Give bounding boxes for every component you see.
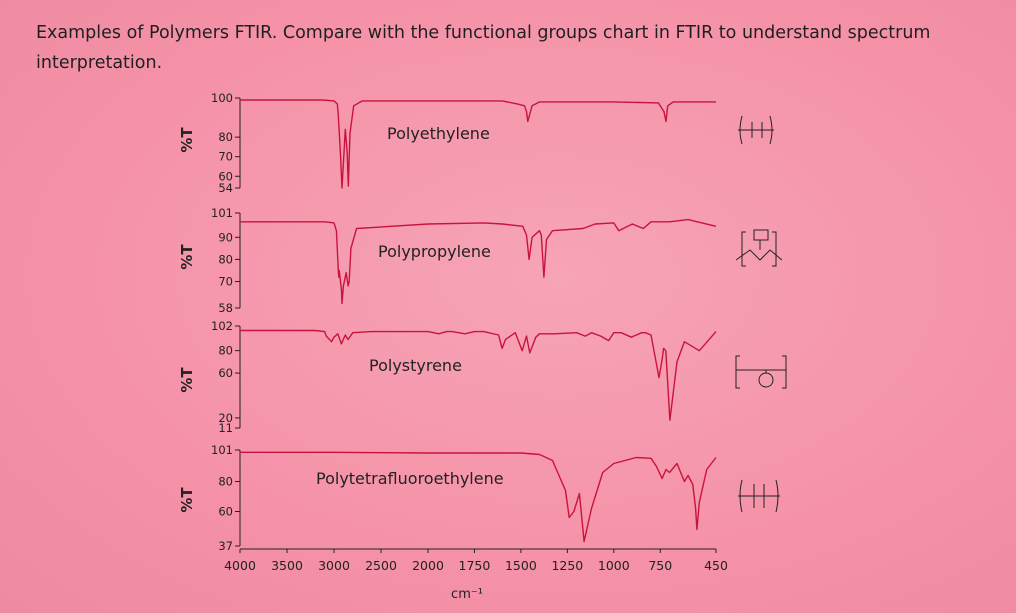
polymer-name-label: Polypropylene xyxy=(378,242,491,261)
y-tick-label: 60 xyxy=(218,169,233,183)
y-tick-label: 58 xyxy=(218,301,233,315)
spectrum-line-polypropylene xyxy=(240,218,717,305)
y-axis-title: %T xyxy=(178,127,196,153)
x-tick-label: 1250 xyxy=(551,558,583,573)
panel-2: 101 90 80 70 58 %T Polypropylene xyxy=(178,206,717,315)
y-tick-label: 90 xyxy=(218,230,233,244)
y-tick-label: 102 xyxy=(211,319,233,333)
polymer-name-label: Polystyrene xyxy=(369,356,462,375)
x-tick-label: 450 xyxy=(704,558,728,573)
x-axis-title: cm⁻¹ xyxy=(451,587,483,602)
x-tick-label: 3500 xyxy=(271,558,303,573)
x-tick-label: 750 xyxy=(648,558,672,573)
y-tick-label: 80 xyxy=(218,344,233,358)
x-tick-label: 2000 xyxy=(412,558,444,573)
x-tick-label: 2500 xyxy=(365,558,397,573)
y-tick-label: 80 xyxy=(218,475,233,489)
y-axis-title: %T xyxy=(178,367,196,393)
y-tick-label: 20 xyxy=(218,411,233,425)
spectrum-line-polyethylene xyxy=(240,99,716,189)
x-tick-label: 4000 xyxy=(224,558,256,573)
x-tick-label: 3000 xyxy=(318,558,350,573)
polymer-name-label: Polyethylene xyxy=(387,124,490,143)
spectrum-line-polytetrafluoroethylene xyxy=(240,451,717,543)
y-tick-label: 70 xyxy=(218,274,233,288)
spectrum-line-polystyrene xyxy=(240,329,717,421)
polystyrene-structure-icon xyxy=(735,355,787,389)
ptfe-structure-icon xyxy=(738,479,780,513)
y-tick-label: 54 xyxy=(218,181,233,195)
x-tick-label: 1750 xyxy=(459,558,491,573)
y-tick-label: 101 xyxy=(211,443,233,457)
y-tick-label: 80 xyxy=(218,252,233,266)
y-tick-label: 60 xyxy=(218,366,233,380)
polyethylene-structure-icon xyxy=(738,115,774,145)
y-axis-title: %T xyxy=(178,244,196,270)
y-tick-label: 101 xyxy=(211,206,233,220)
y-tick-label: 11 xyxy=(218,421,233,435)
y-tick-label: 70 xyxy=(218,150,233,164)
y-tick-label: 37 xyxy=(218,539,233,553)
panel-4: 101 80 60 37 %T Polytetrafluoroethylene xyxy=(178,443,717,553)
y-axis-title: %T xyxy=(178,487,196,513)
figure-caption: Examples of Polymers FTIR. Compare with … xyxy=(36,23,931,73)
polypropylene-structure-icon xyxy=(735,229,783,267)
x-axis: 4000 3500 3000 2500 2000 1750 1500 1250 1000 750 4… xyxy=(224,548,728,573)
y-tick-label: 80 xyxy=(218,130,233,144)
polymer-name-label: Polytetrafluoroethylene xyxy=(316,469,504,488)
y-tick-label: 100 xyxy=(211,91,233,105)
x-tick-label: 1000 xyxy=(598,558,630,573)
y-tick-label: 60 xyxy=(218,505,233,519)
x-tick-label: 1500 xyxy=(505,558,537,573)
